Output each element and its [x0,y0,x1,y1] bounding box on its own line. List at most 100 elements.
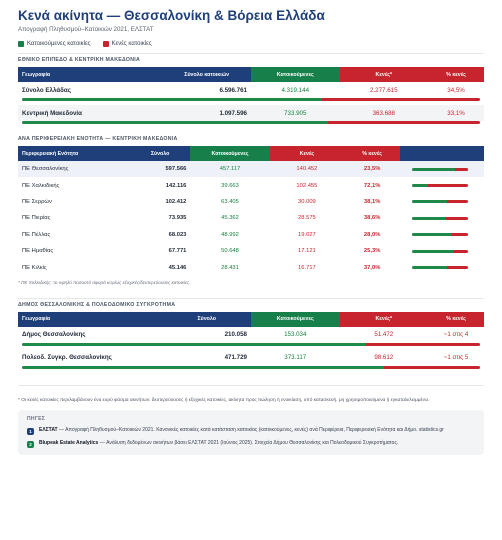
row-name: ΠΕ Κιλκίς [22,264,47,271]
bar-cell [18,342,484,350]
row-total: 471.729 [224,354,247,362]
row-vacant: 140.452 [269,161,345,178]
regional-row: ΠΕ Κιλκίς 45.146 28.431 16.717 37,0% [18,259,484,275]
divider [18,384,484,386]
regional-header-total: Σύνολο [129,146,191,161]
national-row: Σύνολο Ελλάδας 6.596.761 4.319.144 2.277.61… [18,82,484,98]
vacant-bar-segment [427,184,469,188]
vacant-bar-segment [452,233,469,237]
occupied-bar-segment [22,98,322,101]
regional-header-vacant: Κενές [269,146,345,161]
occupancy-bar [22,98,480,101]
row-occupied: 457.117 [190,161,270,178]
source-number: 2 [27,441,34,449]
row-pct: ~1 στις 4 [443,331,469,339]
row-vacant: 98.612 [374,354,394,362]
row-total: 210.058 [224,331,247,339]
row-pct: 34,5% [447,86,465,94]
row-vacant: 2.277.615 [370,86,398,94]
occupancy-bar [412,167,469,171]
regional-row: ΠΕ Ημαθίας 67.771 50.648 17.121 25,3% [18,243,484,259]
occupied-bar-segment [412,249,454,253]
bar-cell [400,227,484,243]
row-name: ΠΕ Σερρών [22,198,52,205]
vacant-bar-segment [446,216,469,220]
occupied-bar-segment [22,342,366,346]
row-pct: 38,1% [363,198,381,205]
row-name: Δήμος Θεσσαλονίκης [22,331,86,339]
row-vacant: 28.575 [298,215,316,222]
occupied-bar-segment [412,200,447,204]
regional-row: ΠΕ Πέλλας 68.023 48.992 19.027 28,0% [18,227,484,243]
page-title: Κενά ακίνητα — Θεσσαλονίκη & Βόρεια Ελλά… [18,8,325,23]
row-vacant: 16.717 [298,264,316,271]
vacant-bar-segment [383,365,480,369]
regional-table-body: ΠΕ Θεσσαλονίκης 597.566 457.117 140.452 23,5… [18,161,484,276]
row-total: 102.412 [165,198,187,205]
regional-section-label: ΑΝΑ ΠΕΡΙΦΕΡΕΙΑΚΗ ΕΝΟΤΗΤΑ — ΚΕΝΤΡΙΚΗ ΜΑΚΕ… [18,136,178,142]
regional-row: ΠΕ Σερρών 102.412 63.405 30.009 38,1% [18,194,484,210]
occupied-bar-segment [412,266,448,270]
row-pct: 72,1% [363,182,381,189]
vacant-swatch-icon [102,41,109,47]
vacant-bar-segment [446,200,469,204]
row-total: 6.596.761 [219,86,247,94]
row-pct: 33,1% [428,105,484,121]
bar-cell [18,365,484,373]
legend-vacant-label: Κενές κατοικίες [111,41,152,47]
national-header-total: Σύνολο κατοικιών [162,67,251,82]
bar-cell [400,194,484,210]
occupancy-bar [22,342,480,346]
vacant-bar-segment [453,249,469,253]
vacant-bar-segment [447,266,469,270]
row-name: Πολεοδ. Συγκρ. Θεσσαλονίκης [22,354,112,362]
row-vacant: 363.688 [339,105,429,121]
occupancy-bar [412,216,469,220]
row-occupied: 39.663 [221,182,239,189]
row-name: Σύνολο Ελλάδας [22,86,71,94]
vacant-bar-segment [365,342,480,346]
source-text: Blupeak Estate Analytics — Ανάλυση δεδομ… [39,440,398,447]
occupancy-bar [412,200,469,204]
row-vacant: 17.121 [298,248,316,255]
national-header-occupied: Κατοικούμενες [250,67,340,82]
municipal-table: Γεωγραφία Σύνολο Κατοικούμενες Κενές* % … [18,311,484,373]
row-pct: 37,0% [363,264,381,271]
row-occupied: 28.431 [221,264,239,271]
row-occupied: 48.992 [221,231,239,238]
national-header-pct: % κενές [428,67,484,82]
regional-row: ΠΕ Θεσσαλονίκης 597.566 457.117 140.452 23,5… [18,161,484,178]
legend-vacant: Κενές κατοικίες [102,41,152,47]
vacant-bar-segment [454,167,469,171]
municipal-row: Δήμος Θεσσαλονίκης 210.058 153.034 51.472 ~1… [18,327,484,343]
municipal-row: Πολεοδ. Συγκρ. Θεσσαλονίκης 471.729 373.11… [18,350,484,366]
occupied-bar-segment [22,121,329,124]
row-total: 1.097.596 [162,105,251,121]
municipal-header-total: Σύνολο [162,311,251,327]
municipal-table-body: Δήμος Θεσσαλονίκης 210.058 153.034 51.472 ~1… [18,327,484,373]
row-vacant: 19.027 [298,231,316,238]
bar-row [18,342,484,350]
row-pct: 23,5% [344,161,401,178]
row-total: 45.146 [168,264,187,271]
regional-header-pct: % κενές [344,146,401,161]
national-header-vacant: Κενές* [339,67,429,82]
sources-box: ΠΗΓΕΣ 1 ΕΛΣΤΑΤ — Απογραφή Πληθυσμού–Κατοι… [18,410,484,456]
row-name: ΠΕ Χαλκιδικής [22,182,60,189]
divider [18,297,484,299]
legend: Κατοικούμενες κατοικίες Κενές κατοικίες [18,41,484,47]
vacant-bar-segment [321,98,480,101]
occupied-bar-segment [412,167,455,171]
national-table-wrap: Γεωγραφία Σύνολο κατοικιών Κατοικούμενες… [18,67,484,128]
page-subtitle: Απογραφή Πληθυσμού–Κατοικιών 2021, ΕΛΣΤΑ… [18,26,154,33]
bar-cell [400,210,484,226]
occupancy-bar [412,233,469,237]
source-number: 1 [27,428,34,436]
occupancy-bar [22,365,480,369]
row-name: ΠΕ Θεσσαλονίκης [18,161,130,178]
source-description: — Απογραφή Πληθυσμού–Κατοικιών 2021. Καν… [59,427,444,434]
row-vacant: 102.455 [296,182,318,189]
occupied-swatch-icon [18,41,24,47]
row-vacant: 30.009 [298,198,316,205]
row-pct: ~1 στις 5 [443,354,469,362]
